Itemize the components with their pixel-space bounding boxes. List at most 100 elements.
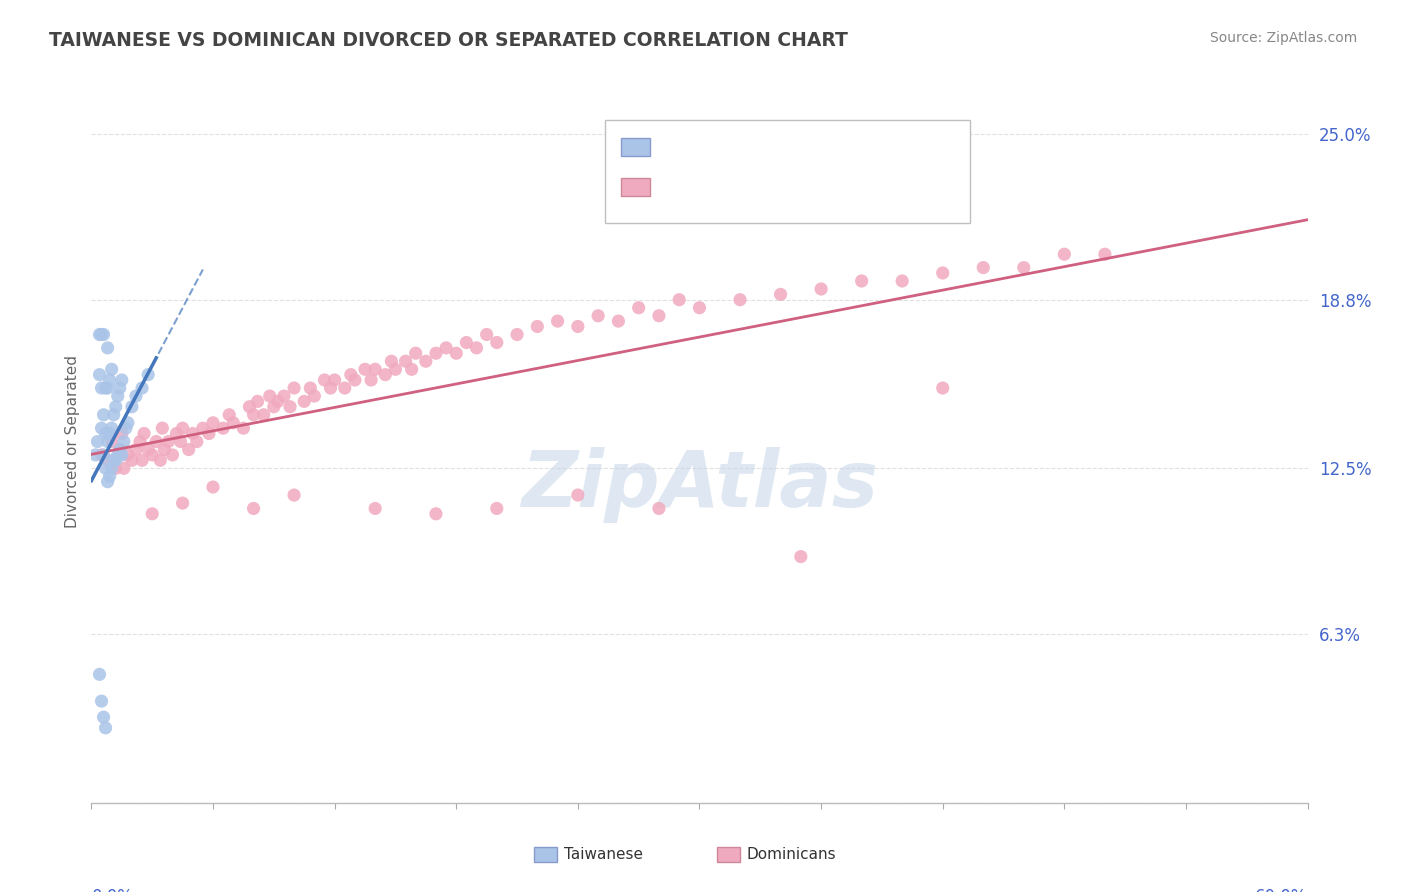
Point	[97, 453, 120, 467]
Point	[304, 389, 326, 403]
Point	[93, 448, 115, 462]
Point	[103, 453, 125, 467]
Point	[380, 354, 402, 368]
Point	[688, 301, 710, 315]
Point	[125, 389, 148, 403]
Point	[627, 301, 650, 315]
Point	[132, 426, 155, 441]
Point	[111, 448, 134, 462]
Point	[246, 394, 269, 409]
Point	[108, 442, 131, 457]
Point	[465, 341, 488, 355]
Point	[162, 448, 184, 462]
Point	[115, 421, 138, 435]
Point	[98, 469, 121, 483]
Point	[242, 408, 264, 422]
Point	[104, 400, 127, 414]
Point	[177, 442, 200, 457]
Point	[100, 434, 122, 449]
Text: R =: R =	[661, 178, 700, 196]
Point	[259, 389, 281, 403]
Point	[364, 501, 387, 516]
Point	[89, 327, 111, 342]
Point	[425, 507, 447, 521]
Point	[394, 354, 416, 368]
Point	[567, 319, 589, 334]
Point	[333, 381, 356, 395]
Point	[1053, 247, 1076, 261]
Point	[108, 442, 131, 457]
Point	[121, 453, 143, 467]
Point	[112, 434, 135, 449]
Text: TAIWANESE VS DOMINICAN DIVORCED OR SEPARATED CORRELATION CHART: TAIWANESE VS DOMINICAN DIVORCED OR SEPAR…	[49, 31, 848, 50]
Point	[202, 416, 225, 430]
Text: 44: 44	[787, 138, 813, 156]
Point	[108, 381, 131, 395]
Point	[149, 453, 172, 467]
Point	[405, 346, 427, 360]
Point	[728, 293, 751, 307]
Point	[111, 373, 134, 387]
Point	[129, 434, 152, 449]
Point	[136, 368, 159, 382]
Point	[374, 368, 396, 382]
Point	[222, 416, 245, 430]
Point	[547, 314, 569, 328]
Point	[238, 400, 260, 414]
Point	[172, 421, 194, 435]
Text: Dominicans: Dominicans	[747, 847, 837, 862]
Point	[97, 341, 120, 355]
Point	[319, 381, 342, 395]
Point	[273, 389, 295, 403]
Point	[314, 373, 336, 387]
Point	[150, 421, 173, 435]
Point	[485, 335, 508, 350]
Point	[456, 335, 478, 350]
Point	[267, 394, 290, 409]
Text: R =: R =	[661, 138, 700, 156]
Point	[810, 282, 832, 296]
Point	[191, 421, 214, 435]
Text: 60.0%: 60.0%	[1256, 888, 1308, 892]
Point	[212, 421, 235, 435]
Text: ZipAtlas: ZipAtlas	[522, 447, 877, 523]
Y-axis label: Divorced or Separated: Divorced or Separated	[65, 355, 80, 528]
Point	[100, 421, 122, 435]
Point	[242, 501, 264, 516]
Point	[586, 309, 609, 323]
Point	[84, 448, 107, 462]
Text: Source: ZipAtlas.com: Source: ZipAtlas.com	[1209, 31, 1357, 45]
Point	[104, 453, 127, 467]
Point	[607, 314, 630, 328]
Point	[93, 408, 115, 422]
Point	[172, 496, 194, 510]
Point	[145, 434, 167, 449]
Text: 0.399: 0.399	[695, 178, 751, 196]
Point	[98, 426, 121, 441]
Point	[343, 373, 366, 387]
Point	[107, 389, 129, 403]
Point	[1094, 247, 1116, 261]
Point	[89, 368, 111, 382]
Text: Taiwanese: Taiwanese	[564, 847, 643, 862]
Point	[931, 266, 953, 280]
Point	[1012, 260, 1035, 275]
Point	[90, 448, 112, 462]
Point	[202, 480, 225, 494]
Point	[103, 408, 125, 422]
Point	[360, 373, 382, 387]
Text: N =: N =	[755, 178, 794, 196]
Point	[444, 346, 467, 360]
Text: 0.257: 0.257	[695, 138, 751, 156]
Point	[292, 394, 315, 409]
Point	[131, 381, 153, 395]
Point	[98, 373, 121, 387]
Point	[186, 434, 208, 449]
Point	[141, 448, 163, 462]
Point	[157, 434, 180, 449]
Point	[232, 421, 254, 435]
Point	[790, 549, 813, 564]
Point	[94, 426, 117, 441]
Point	[218, 408, 240, 422]
Point	[323, 373, 346, 387]
